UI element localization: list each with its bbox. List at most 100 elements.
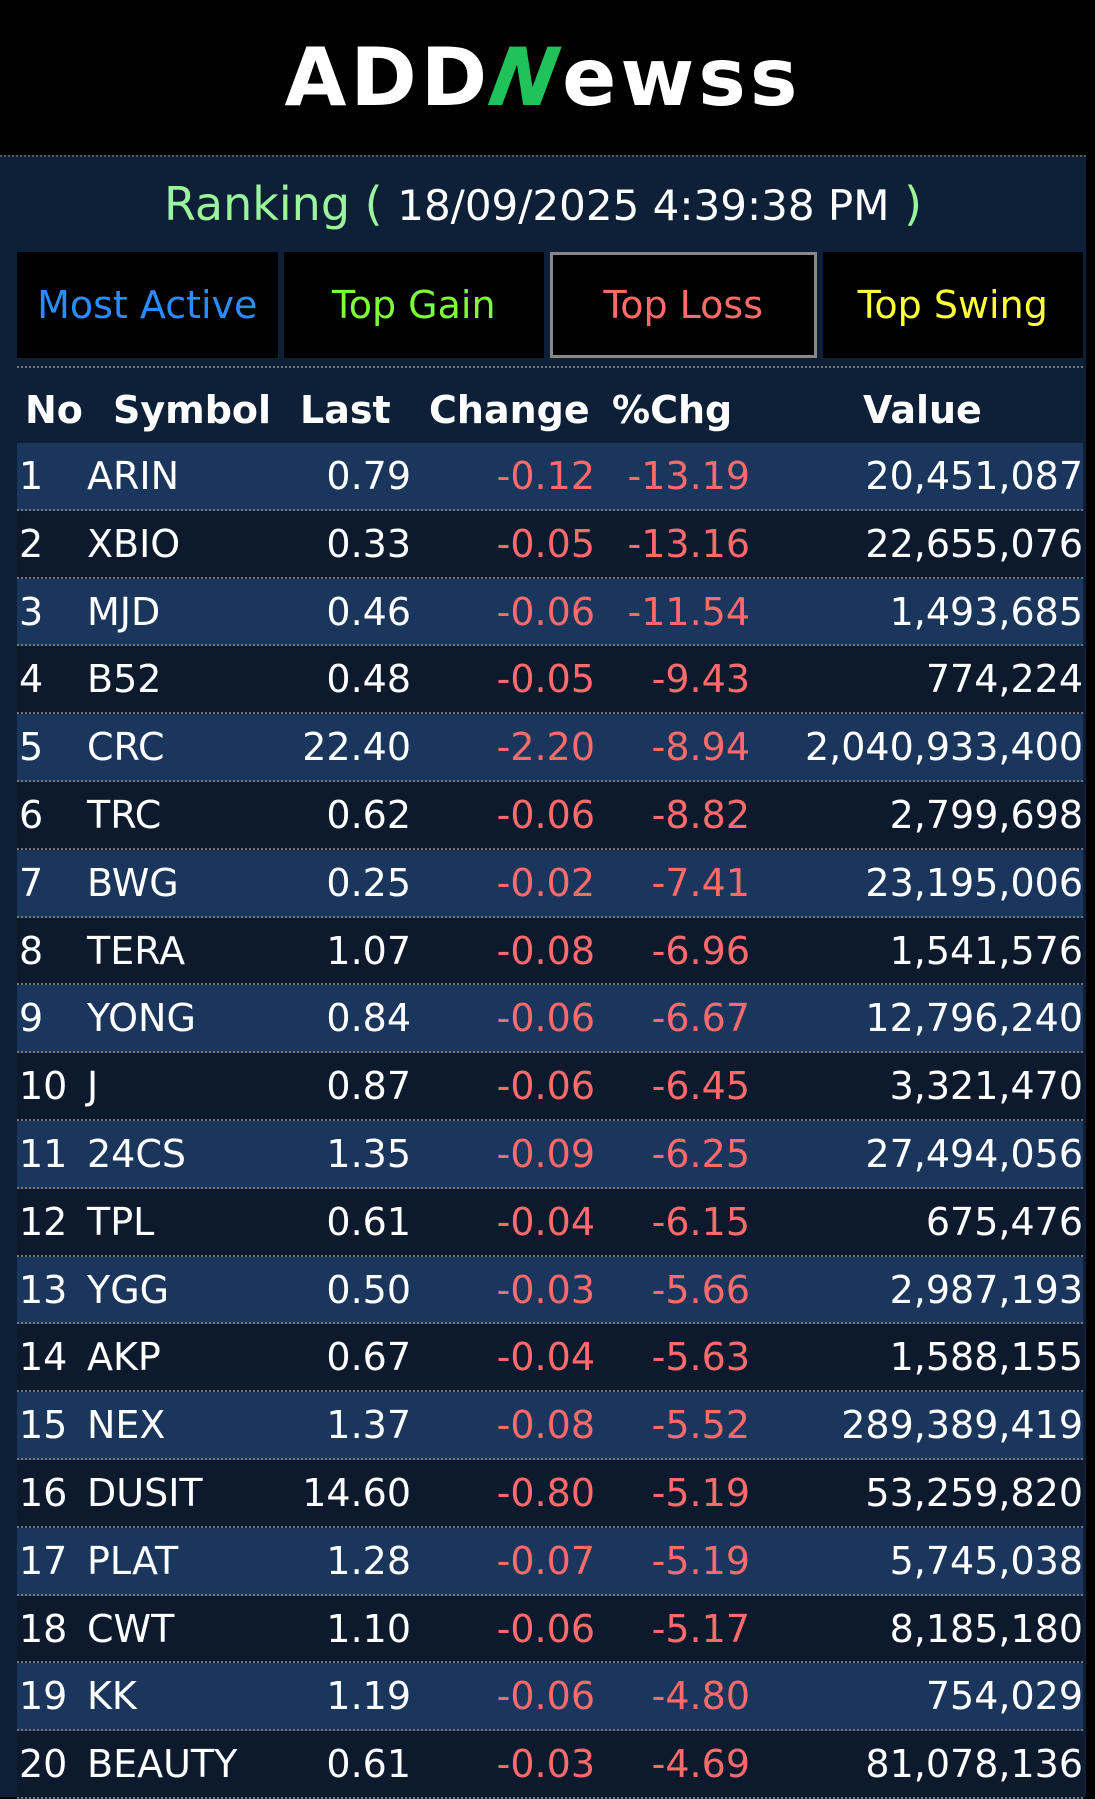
table-row[interactable]: 4 B52 0.48 -0.05 -9.43 774,224 xyxy=(17,646,1083,715)
row-last: 0.48 xyxy=(326,657,411,702)
row-last: 1.19 xyxy=(326,1674,411,1719)
row-value: 22,655,076 xyxy=(865,521,1083,566)
row-last: 0.33 xyxy=(326,521,411,566)
logo-prefix: ADD xyxy=(284,31,492,124)
row-no: 4 xyxy=(19,657,44,702)
row-pct-change: -6.67 xyxy=(651,996,750,1041)
table-row[interactable]: 11 24CS 1.35 -0.09 -6.25 27,494,056 xyxy=(17,1120,1083,1189)
row-no: 12 xyxy=(19,1199,68,1244)
row-last: 0.62 xyxy=(326,792,411,837)
row-symbol: ARIN xyxy=(87,454,180,498)
row-change: -0.06 xyxy=(496,1674,595,1719)
row-no: 14 xyxy=(19,1335,68,1380)
row-symbol: TPL xyxy=(87,1199,155,1244)
table-row[interactable]: 10 J 0.87 -0.06 -6.45 3,321,470 xyxy=(17,1053,1083,1121)
table-row[interactable]: 3 MJD 0.46 -0.06 -11.54 1,493,685 xyxy=(17,578,1083,647)
table-row[interactable]: 7 BWG 0.25 -0.02 -7.41 23,195,006 xyxy=(17,849,1083,918)
row-no: 3 xyxy=(19,589,44,634)
row-symbol: 24CS xyxy=(87,1131,187,1176)
row-change: -0.09 xyxy=(496,1131,595,1176)
table-row[interactable]: 17 PLAT 1.28 -0.07 -5.19 5,745,038 xyxy=(17,1527,1083,1596)
row-pct-change: -5.17 xyxy=(651,1606,750,1651)
ranking-close: ) xyxy=(904,177,923,231)
table-row[interactable]: 18 CWT 1.10 -0.06 -5.17 8,185,180 xyxy=(17,1595,1083,1664)
row-value: 774,224 xyxy=(925,657,1083,702)
row-change: -0.12 xyxy=(496,454,595,498)
table-row[interactable]: 1 ARIN 0.79 -0.12 -13.19 20,451,087 xyxy=(17,443,1083,511)
row-last: 14.60 xyxy=(302,1470,411,1515)
row-value: 2,987,193 xyxy=(889,1267,1083,1312)
table-row[interactable]: 2 XBIO 0.33 -0.05 -13.16 22,655,076 xyxy=(17,510,1083,579)
row-change: -0.02 xyxy=(496,860,595,905)
row-change: -0.06 xyxy=(496,1064,595,1109)
row-last: 0.84 xyxy=(326,996,411,1041)
row-pct-change: -8.82 xyxy=(651,792,750,837)
row-change: -0.06 xyxy=(496,792,595,837)
row-symbol: AKP xyxy=(87,1335,161,1380)
row-pct-change: -5.19 xyxy=(651,1538,750,1583)
row-value: 53,259,820 xyxy=(865,1470,1083,1515)
row-symbol: J xyxy=(87,1064,99,1109)
row-pct-change: -7.41 xyxy=(651,860,750,905)
row-change: -0.05 xyxy=(496,521,595,566)
row-change: -0.08 xyxy=(496,1403,595,1448)
row-change: -0.04 xyxy=(496,1199,595,1244)
header-pct: %Chg xyxy=(612,388,733,432)
row-change: -0.07 xyxy=(496,1538,595,1583)
row-pct-change: -6.96 xyxy=(651,928,750,973)
row-value: 754,029 xyxy=(925,1674,1083,1719)
row-value: 20,451,087 xyxy=(865,454,1083,498)
row-symbol: CWT xyxy=(87,1606,175,1651)
row-symbol: YONG xyxy=(87,996,196,1041)
tab-label: Most Active xyxy=(37,283,258,327)
row-last: 1.10 xyxy=(326,1606,411,1651)
row-no: 13 xyxy=(19,1267,68,1312)
row-symbol: XBIO xyxy=(87,521,181,566)
row-no: 17 xyxy=(19,1538,68,1583)
row-pct-change: -5.52 xyxy=(651,1403,750,1448)
table-row[interactable]: 6 TRC 0.62 -0.06 -8.82 2,799,698 xyxy=(17,781,1083,850)
header-no: No xyxy=(25,388,83,432)
row-last: 0.25 xyxy=(326,860,411,905)
row-value: 675,476 xyxy=(925,1199,1083,1244)
header-change: Change xyxy=(429,388,590,432)
row-symbol: BEAUTY xyxy=(87,1742,238,1787)
row-symbol: B52 xyxy=(87,657,162,702)
row-change: -0.05 xyxy=(496,657,595,702)
row-pct-change: -6.25 xyxy=(651,1131,750,1176)
row-pct-change: -9.43 xyxy=(651,657,750,702)
page-title: Ranking ( 18/09/2025 4:39:38 PM ) xyxy=(0,157,1086,251)
header-last: Last xyxy=(300,388,391,432)
table-row[interactable]: 5 CRC 22.40 -2.20 -8.94 2,040,933,400 xyxy=(17,714,1083,782)
table-row[interactable]: 16 DUSIT 14.60 -0.80 -5.19 53,259,820 xyxy=(17,1459,1083,1528)
table-row[interactable]: 9 YONG 0.84 -0.06 -6.67 12,796,240 xyxy=(17,985,1083,1054)
table-row[interactable]: 12 TPL 0.61 -0.04 -6.15 675,476 xyxy=(17,1188,1083,1257)
row-symbol: YGG xyxy=(87,1267,170,1312)
row-last: 0.50 xyxy=(326,1267,411,1312)
table-row[interactable]: 15 NEX 1.37 -0.08 -5.52 289,389,419 xyxy=(17,1392,1083,1460)
row-pct-change: -8.94 xyxy=(651,725,750,770)
row-pct-change: -4.80 xyxy=(651,1674,750,1719)
table-row[interactable]: 13 YGG 0.50 -0.03 -5.66 2,987,193 xyxy=(17,1256,1083,1325)
row-last: 0.61 xyxy=(326,1199,411,1244)
tab-top-swing[interactable]: Top Swing xyxy=(822,252,1083,358)
row-no: 9 xyxy=(19,996,44,1041)
row-value: 1,541,576 xyxy=(889,928,1083,973)
tab-most-active[interactable]: Most Active xyxy=(17,252,278,358)
row-pct-change: -6.45 xyxy=(651,1064,750,1109)
table-row[interactable]: 8 TERA 1.07 -0.08 -6.96 1,541,576 xyxy=(17,917,1083,986)
table-row[interactable]: 20 BEAUTY 0.61 -0.03 -4.69 81,078,136 xyxy=(17,1731,1083,1799)
row-pct-change: -5.66 xyxy=(651,1267,750,1312)
row-symbol: KK xyxy=(87,1674,137,1719)
tab-top-gain[interactable]: Top Gain xyxy=(283,252,544,358)
row-change: -2.20 xyxy=(496,725,595,770)
row-last: 0.67 xyxy=(326,1335,411,1380)
row-pct-change: -6.15 xyxy=(651,1199,750,1244)
table-row[interactable]: 14 AKP 0.67 -0.04 -5.63 1,588,155 xyxy=(17,1324,1083,1393)
row-change: -0.06 xyxy=(496,589,595,634)
row-symbol: DUSIT xyxy=(87,1470,203,1515)
table-row[interactable]: 19 KK 1.19 -0.06 -4.80 754,029 xyxy=(17,1663,1083,1732)
tab-top-loss[interactable]: Top Loss xyxy=(550,252,817,358)
